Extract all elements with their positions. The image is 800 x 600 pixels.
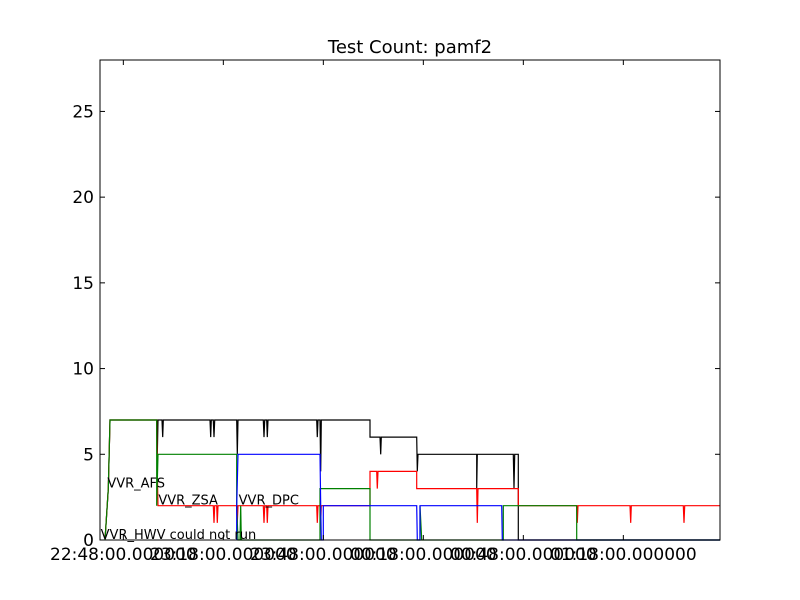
y-tick-label: 10 [72,360,94,380]
y-tick-label: 0 [83,531,94,551]
y-tick-label: 15 [72,274,94,294]
plot-area-frame [99,59,721,541]
y-tick-label: 25 [72,102,94,122]
x-tick-label: 22:48:00.000000 [50,545,197,565]
x-tick-label: 01:18:00.000000 [550,545,697,565]
y-axis: 0 5 10 15 20 25 [72,102,720,551]
series-line-blue [236,453,720,541]
x-axis: 22:48:00.00000023:18:00.00000023:48:00.0… [50,60,697,565]
annotation-label: VVR_ZSA [158,494,218,509]
annotation-label: VVR_AFS [107,477,165,492]
annotation-label: VVR_HWV could not run [101,528,257,543]
annotations: VVR_AFS VVR_ZSA VVR_DPC VVR_HWV could not r… [101,477,299,543]
x-tick-label: 00:18:00.000000 [350,545,497,565]
y-tick-label: 20 [72,188,94,208]
x-tick-label: 23:18:00.000000 [150,545,297,565]
annotation-label: VVR_DPC [239,494,299,509]
x-tick-label: 23:48:00.000000 [250,545,397,565]
chart-title: Test Count: pamf2 [327,37,492,58]
series-line-black [104,419,720,541]
x-tick-label: 00:48:00.000000 [450,545,597,565]
y-tick-label: 5 [83,445,94,465]
